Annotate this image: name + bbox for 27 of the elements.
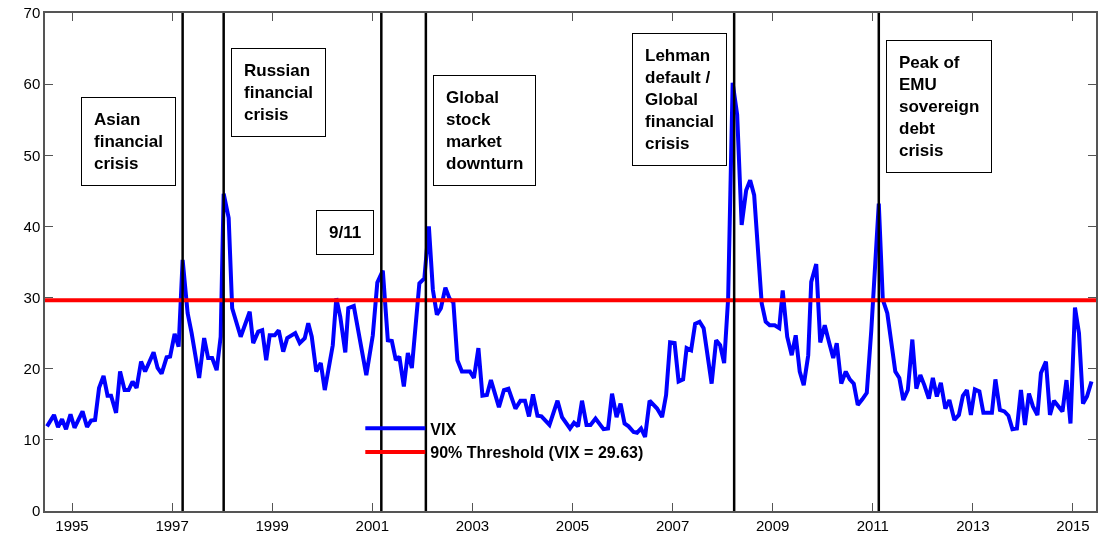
x-tick-label: 2015 bbox=[1056, 516, 1090, 534]
annotation: Peak of EMU sovereign debt crisis bbox=[899, 53, 980, 161]
x-tick-label: 1999 bbox=[255, 516, 289, 534]
legend-label: 90% Threshold (VIX = 29.63) bbox=[430, 444, 644, 462]
legend-label: VIX bbox=[430, 420, 457, 438]
x-tick-label: 2011 bbox=[856, 516, 889, 534]
annotation: Asian financial crisis bbox=[94, 110, 163, 174]
x-tick-label: 2007 bbox=[655, 516, 690, 534]
x-tick-label: 1995 bbox=[55, 516, 89, 534]
y-tick-label: 60 bbox=[23, 75, 41, 93]
y-tick-label: 20 bbox=[23, 359, 41, 377]
x-tick-label: 1997 bbox=[155, 516, 189, 534]
x-tick-label: 2001 bbox=[355, 516, 389, 534]
annotation: Lehman default / Global financial crisis bbox=[645, 46, 714, 154]
x-tick-label: 2005 bbox=[555, 516, 590, 534]
y-tick-label: 30 bbox=[23, 288, 41, 306]
annotation: 9/11 bbox=[329, 223, 362, 242]
y-tick-label: 10 bbox=[23, 431, 41, 449]
y-tick-label: 40 bbox=[23, 217, 41, 235]
annotation: Global stock market downturn bbox=[446, 88, 524, 174]
y-tick-label: 50 bbox=[23, 146, 41, 164]
y-tick-label: 0 bbox=[31, 502, 41, 520]
annotation: Russian financial crisis bbox=[244, 61, 313, 125]
x-tick-label: 2003 bbox=[455, 516, 490, 534]
x-tick-label: 2013 bbox=[956, 516, 990, 534]
x-tick-label: 2009 bbox=[756, 516, 790, 534]
y-tick-label: 70 bbox=[23, 4, 41, 22]
